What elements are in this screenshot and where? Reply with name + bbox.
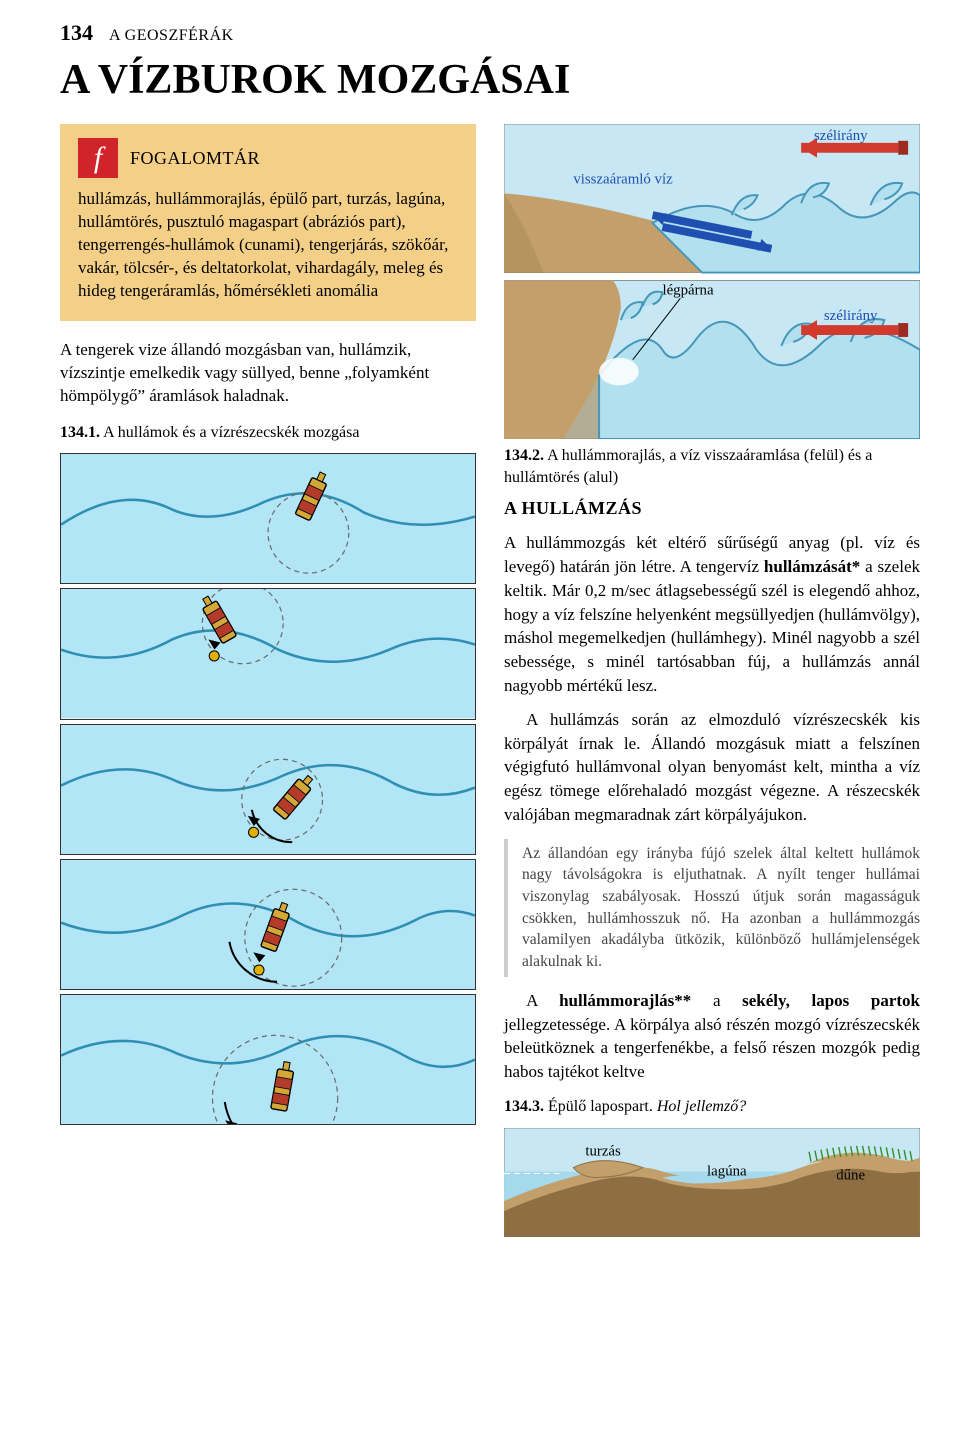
left-column: f FOGALOMTÁR hullámzás, hullámmorajlás, … (60, 124, 476, 1237)
fig-134-3-text: Épülő lapospart. (544, 1098, 657, 1115)
fig-134-1-num: 134.1. (60, 424, 100, 441)
fig-134-3-num: 134.3. (504, 1098, 544, 1115)
page: 134 A GEOSZFÉRÁK A VÍZBUROK MOZGÁSAI f F… (0, 0, 960, 1257)
fig-134-3-svg: turzás lagúna dűne (504, 1128, 920, 1237)
fig-134-1-caption: 134.1. A hullámok és a vízrészecskék moz… (60, 422, 476, 444)
fig-134-2: szélirány visszaáramló víz légpárna szélirá… (504, 124, 920, 439)
right-column: szélirány visszaáramló víz légpárna szélirá… (504, 124, 920, 1237)
svg-text:szélirány: szélirány (814, 128, 868, 144)
wave-panel-4 (60, 859, 476, 990)
page-title: A VÍZBUROK MOZGÁSAI (60, 56, 920, 104)
glossary-icon: f (78, 138, 118, 178)
two-column-layout: f FOGALOMTÁR hullámzás, hullámmorajlás, … (60, 124, 920, 1237)
glossary-body: hullámzás, hullámmorajlás, épülő part, t… (78, 188, 458, 303)
running-head: A GEOSZFÉRÁK (109, 27, 234, 45)
svg-text:szélirány: szélirány (824, 308, 878, 324)
fig-134-1-text: A hullámok és a vízrészecskék mozgása (100, 424, 359, 441)
glossary-box: f FOGALOMTÁR hullámzás, hullámmorajlás, … (60, 124, 476, 321)
wave-panel-5 (60, 994, 476, 1125)
page-number: 134 (60, 20, 93, 46)
fig-134-2-num: 134.2. (504, 447, 544, 464)
svg-text:lagúna: lagúna (707, 1163, 747, 1179)
wave-panel-2 (60, 588, 476, 719)
fig-134-2-svg: szélirány visszaáramló víz légpárna szélirá… (504, 124, 920, 439)
wave-panel-1 (60, 453, 476, 584)
para-3: A hullámmorajlás** a sekély, lapos parto… (504, 989, 920, 1084)
section-head: A HULLÁMZÁS (504, 498, 920, 519)
glossary-title: FOGALOMTÁR (130, 148, 260, 169)
svg-text:visszaáramló víz: visszaáramló víz (573, 171, 673, 187)
para-1: A hullámmozgás két eltérő sűrűségű anyag… (504, 531, 920, 698)
note-block: Az állandóan egy irányba fújó szelek ált… (504, 839, 920, 977)
svg-text:dűne: dűne (836, 1167, 865, 1183)
fig-134-2-caption: 134.2. A hullámmorajlás, a víz visszaára… (504, 445, 920, 488)
fig-134-2-text: A hullámmorajlás, a víz visszaáramlása (… (504, 447, 872, 486)
fig-134-3-q: Hol jellemző? (657, 1098, 746, 1115)
svg-text:légpárna: légpárna (662, 282, 714, 298)
para-2: A hullámzás során az elmozduló vízrészec… (504, 708, 920, 827)
wave-panel-3 (60, 724, 476, 855)
intro-paragraph: A tengerek vize állandó mozgásban van, h… (60, 339, 476, 408)
glossary-icon-letter: f (94, 141, 102, 175)
page-header: 134 A GEOSZFÉRÁK (60, 20, 920, 46)
glossary-head: f FOGALOMTÁR (78, 138, 458, 178)
fig-134-3-caption: 134.3. Épülő lapospart. Hol jellemző? (504, 1096, 920, 1118)
fig-134-1 (60, 453, 476, 1125)
svg-text:turzás: turzás (585, 1143, 621, 1159)
fig-134-3: turzás lagúna dűne (504, 1128, 920, 1237)
